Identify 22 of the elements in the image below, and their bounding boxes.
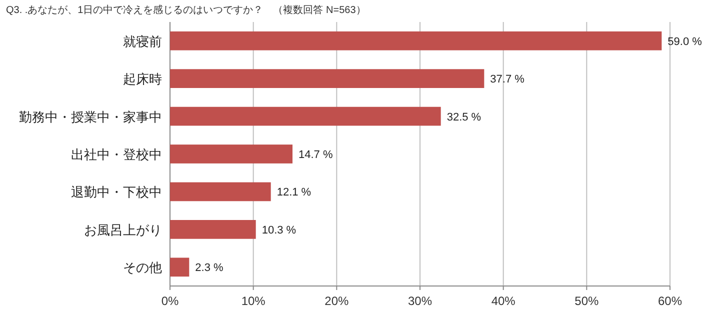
x-tick-label: 60% xyxy=(658,294,682,308)
x-tick-label: 20% xyxy=(324,294,349,308)
y-tick-label: その他 xyxy=(123,260,162,276)
y-tick-label: 勤務中・授業中・家事中 xyxy=(19,109,162,124)
title: Q3. .あなたが、1日の中で冷えを感じるのはいつですか？ （複数回答 N=563） xyxy=(6,5,366,16)
x-tick-label: 30% xyxy=(408,294,432,308)
data-label: 2.3 % xyxy=(195,262,224,274)
data-label: 37.7 % xyxy=(490,74,525,86)
y-tick-label: お風呂上がり xyxy=(84,222,162,238)
x-tick-label: 10% xyxy=(241,294,266,308)
y-tick-label: 退勤中・下校中 xyxy=(71,184,162,200)
data-label: 10.3 % xyxy=(262,224,296,236)
data-label: 32.5 % xyxy=(446,111,482,124)
x-tick-label: 40% xyxy=(491,294,516,308)
data-label: 59.0 % xyxy=(668,36,702,48)
data-label: 12.1 % xyxy=(276,186,312,199)
x-tick-label: 0% xyxy=(161,294,179,308)
data-label: 14.7 % xyxy=(298,149,333,161)
y-tick-label: 出社中・登校中 xyxy=(71,147,162,162)
y-tick-label: 就寝前 xyxy=(123,34,162,49)
x-tick-label: 50% xyxy=(574,294,599,308)
y-tick-label: 起床時 xyxy=(123,72,162,87)
